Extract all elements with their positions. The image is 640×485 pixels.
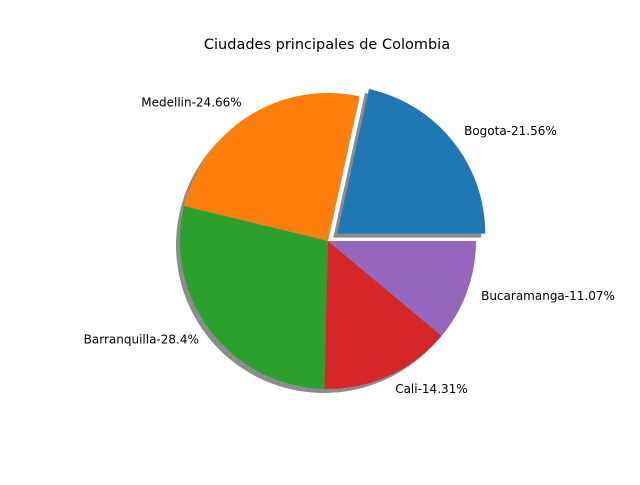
pie-label-bogota: Bogota-21.56% bbox=[464, 124, 557, 138]
chart-title: Ciudades principales de Colombia bbox=[204, 37, 450, 53]
pie-label-barranquilla: Barranquilla-28.4% bbox=[84, 333, 199, 347]
pie-label-cali: Cali-14.31% bbox=[395, 382, 468, 396]
pie-slice-bucaramanga bbox=[328, 241, 476, 336]
pie-slice-medellin bbox=[184, 92, 360, 241]
pie-slice-barranquilla bbox=[180, 206, 328, 389]
pie-labels: Bogota-21.56% Medellin-24.66% Barranquilla… bbox=[84, 95, 615, 395]
pie-label-bucaramanga: Bucaramanga-11.07% bbox=[481, 289, 615, 303]
pie-slice-bogota bbox=[337, 89, 486, 234]
pie-label-medellin: Medellin-24.66% bbox=[141, 95, 241, 109]
pie-slices bbox=[180, 89, 486, 389]
pie-slice-cali bbox=[324, 241, 442, 389]
